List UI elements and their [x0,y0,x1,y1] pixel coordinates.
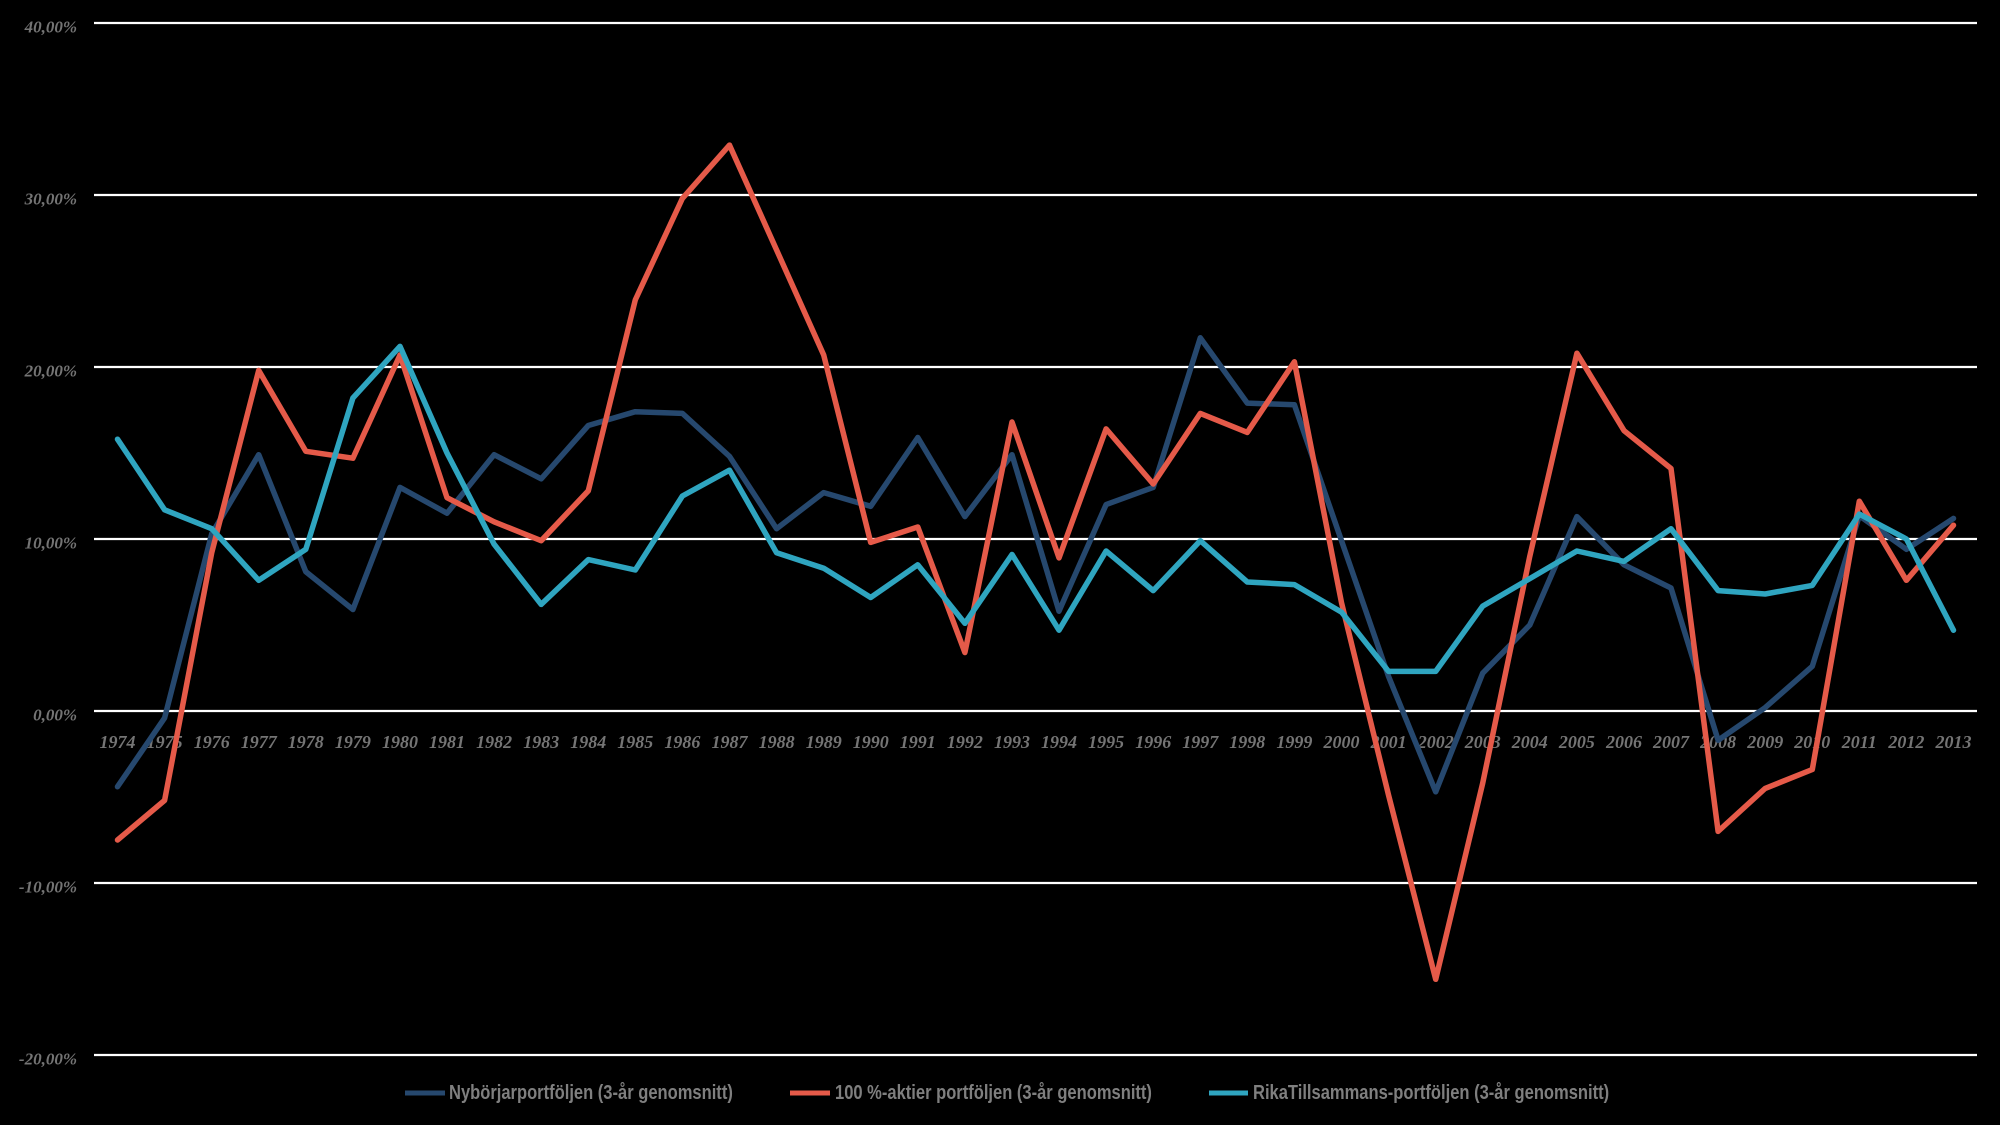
svg-text:1995: 1995 [1088,732,1124,752]
svg-text:1998: 1998 [1229,732,1265,752]
svg-text:1981: 1981 [429,732,465,752]
svg-text:1978: 1978 [288,732,324,752]
svg-text:1993: 1993 [994,732,1030,752]
svg-text:10,00%: 10,00% [25,534,77,553]
svg-text:2009: 2009 [1746,732,1783,752]
svg-text:2011: 2011 [1841,732,1877,752]
svg-text:1976: 1976 [194,732,230,752]
svg-text:20,00%: 20,00% [24,362,77,381]
svg-text:1982: 1982 [476,732,512,752]
svg-text:1986: 1986 [664,732,700,752]
svg-text:RikaTillsammans-portföljen (3-: RikaTillsammans-portföljen (3-år genomsn… [1253,1080,1609,1103]
svg-text:1994: 1994 [1041,732,1077,752]
svg-text:1985: 1985 [617,732,653,752]
svg-text:Nybörjarportföljen (3-år genom: Nybörjarportföljen (3-år genomsnitt) [449,1080,733,1103]
svg-text:1991: 1991 [900,732,936,752]
svg-text:2013: 2013 [1935,732,1972,752]
svg-text:2012: 2012 [1887,732,1924,752]
svg-text:1992: 1992 [947,732,983,752]
svg-text:2005: 2005 [1558,732,1595,752]
svg-text:40,00%: 40,00% [24,18,77,37]
svg-text:2007: 2007 [1652,732,1690,752]
svg-text:1984: 1984 [570,732,606,752]
svg-text:1996: 1996 [1135,732,1171,752]
svg-text:1989: 1989 [806,732,842,752]
svg-text:100 %-aktier portföljen (3-år: 100 %-aktier portföljen (3-år genomsnitt… [835,1080,1152,1103]
svg-text:2010: 2010 [1793,732,1830,752]
svg-text:2000: 2000 [1323,732,1360,752]
svg-text:30,00%: 30,00% [24,190,77,209]
svg-text:2004: 2004 [1511,732,1548,752]
svg-text:1979: 1979 [335,732,371,752]
svg-text:1977: 1977 [241,732,278,752]
svg-text:-20,00%: -20,00% [19,1050,77,1069]
svg-text:0,00%: 0,00% [33,706,77,725]
svg-text:1980: 1980 [382,732,418,752]
svg-text:2006: 2006 [1605,732,1642,752]
svg-text:1983: 1983 [523,732,559,752]
svg-text:-10,00%: -10,00% [19,878,77,897]
svg-text:1974: 1974 [100,732,136,752]
svg-text:1997: 1997 [1182,732,1219,752]
svg-text:1987: 1987 [712,732,749,752]
svg-text:1999: 1999 [1276,732,1312,752]
svg-text:2002: 2002 [1417,732,1454,752]
svg-text:1988: 1988 [759,732,795,752]
svg-text:1990: 1990 [853,732,889,752]
